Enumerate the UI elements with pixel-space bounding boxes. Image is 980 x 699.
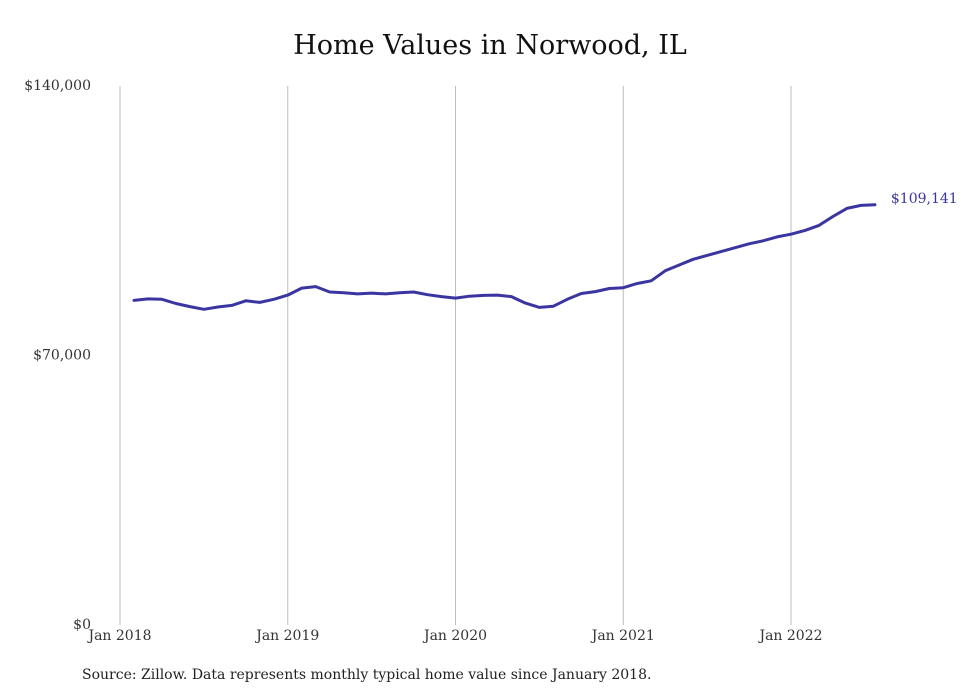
x-tick-label: Jan 2022: [757, 628, 822, 644]
data-point: [566, 298, 569, 301]
data-point: [762, 239, 765, 242]
data-point: [636, 282, 639, 285]
y-tick-label: $140,000: [24, 78, 91, 94]
data-point: [230, 304, 233, 307]
data-point: [454, 297, 457, 300]
data-point: [831, 215, 834, 218]
data-point: [580, 292, 583, 295]
y-axis: $0 $70,000 $140,000: [24, 78, 91, 633]
data-point: [622, 286, 625, 289]
x-tick-label: Jan 2019: [254, 628, 319, 644]
data-point: [202, 308, 205, 311]
data-point: [440, 295, 443, 298]
data-point: [160, 298, 163, 301]
data-points: [132, 203, 876, 311]
data-point: [286, 294, 289, 297]
data-point: [244, 299, 247, 302]
data-point: [664, 269, 667, 272]
x-tick-label: Jan 2018: [86, 628, 151, 644]
data-point: [468, 295, 471, 298]
data-point: [370, 292, 373, 295]
data-point: [510, 295, 513, 298]
data-point: [608, 287, 611, 290]
data-point: [790, 233, 792, 236]
data-point: [496, 294, 499, 297]
data-point: [426, 293, 429, 296]
data-point: [146, 297, 149, 300]
chart-title: Home Values in Norwood, IL: [293, 30, 687, 61]
data-point: [552, 305, 555, 308]
data-point: [174, 302, 177, 305]
data-point: [188, 305, 191, 308]
grid-lines: [119, 86, 792, 625]
data-point: [817, 224, 820, 227]
end-value-label: $109,141: [891, 191, 958, 207]
x-tick-label: Jan 2020: [422, 628, 487, 644]
data-point: [384, 292, 387, 295]
data-point: [216, 305, 219, 308]
chart-source-note: Source: Zillow. Data represents monthly …: [82, 667, 652, 683]
data-point: [342, 291, 345, 294]
data-point: [720, 250, 723, 253]
data-point: [328, 290, 331, 293]
data-point: [650, 279, 653, 282]
data-point: [776, 235, 779, 238]
data-point: [594, 290, 597, 293]
y-tick-label: $70,000: [33, 348, 91, 364]
data-point: [748, 242, 751, 245]
data-point: [692, 258, 695, 261]
data-point: [482, 294, 485, 297]
data-point: [272, 298, 275, 301]
data-point: [398, 291, 401, 294]
y-tick-label: $0: [73, 617, 91, 633]
data-point: [678, 264, 681, 267]
data-point: [412, 290, 415, 293]
data-point: [314, 285, 317, 288]
x-tick-label: Jan 2021: [590, 628, 655, 644]
data-point: [803, 229, 806, 232]
data-point: [132, 299, 135, 302]
home-value-line: [132, 203, 877, 311]
data-point: [258, 301, 261, 304]
data-point: [859, 204, 862, 207]
data-point: [734, 246, 737, 249]
data-point: [356, 292, 359, 295]
data-point: [706, 254, 709, 257]
data-point: [300, 287, 303, 290]
data-point: [538, 306, 541, 309]
x-axis: Jan 2018 Jan 2019 Jan 2020 Jan 2021 Jan 2022: [86, 628, 822, 644]
data-point: [524, 302, 527, 305]
data-point: [845, 207, 848, 210]
data-point: [873, 203, 876, 206]
